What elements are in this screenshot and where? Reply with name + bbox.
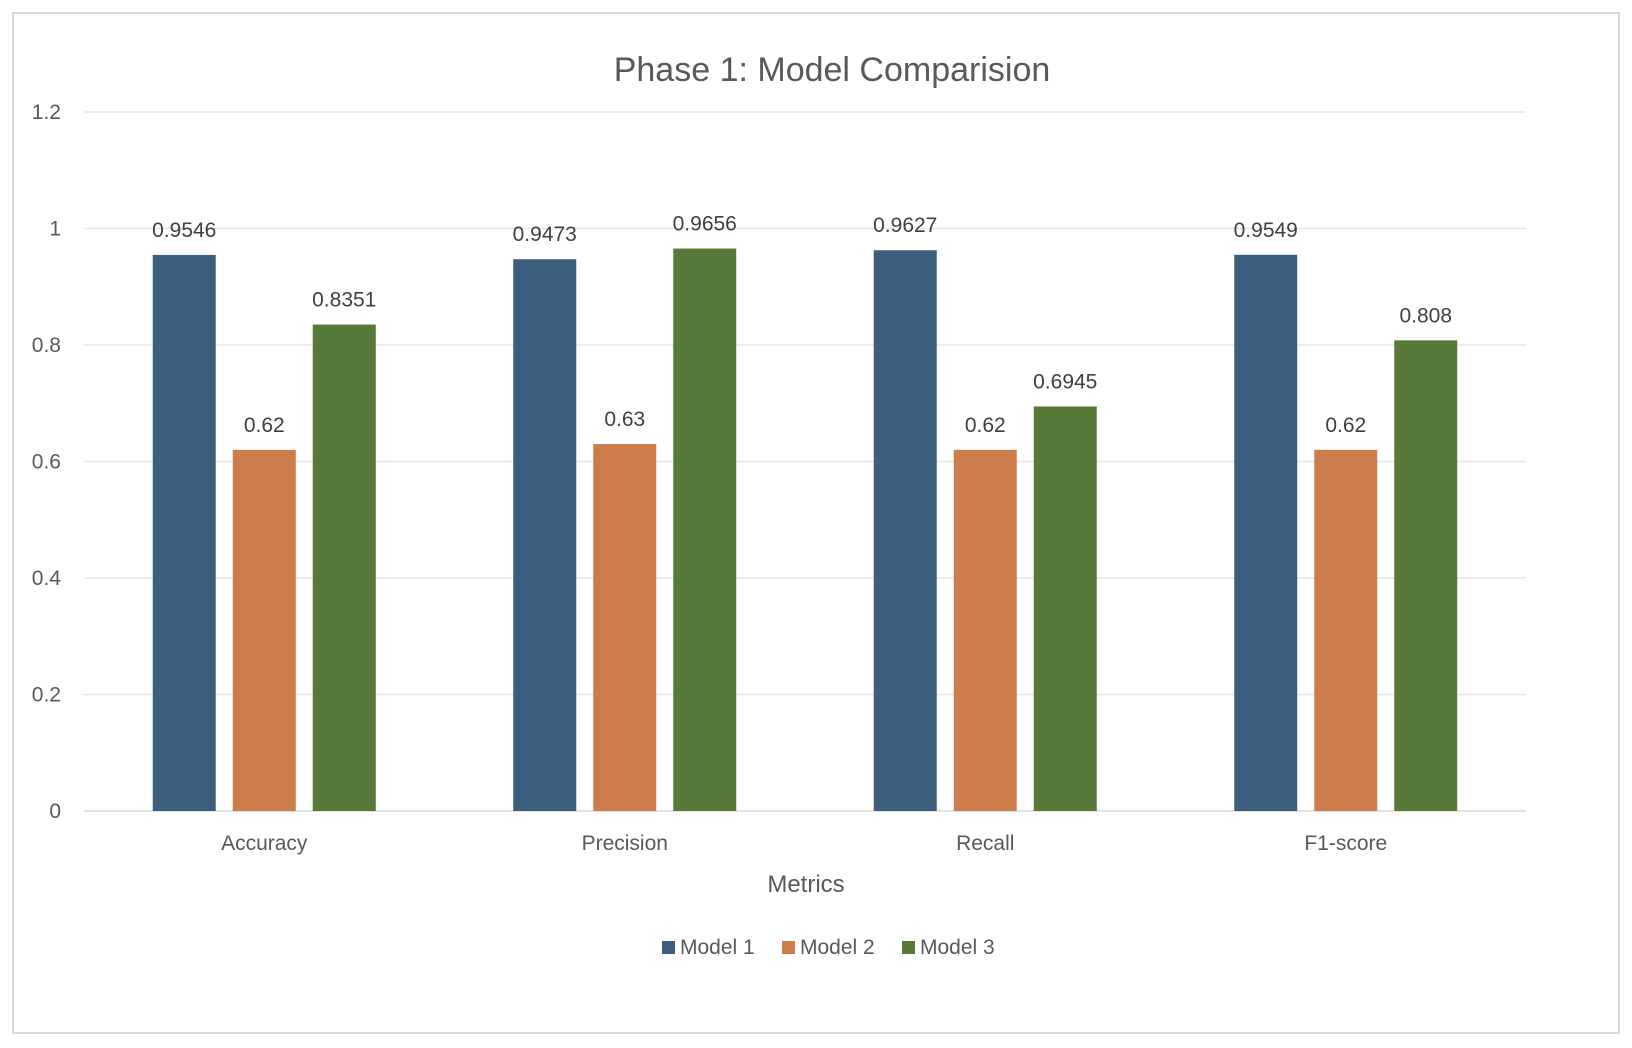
y-tick-label: 1 xyxy=(49,218,61,241)
data-label: 0.63 xyxy=(604,408,645,431)
legend-swatch xyxy=(782,941,795,954)
legend-label: Model 3 xyxy=(920,936,995,959)
bar-model-2-accuracy xyxy=(232,449,296,811)
data-labels: 0.9546 0.62 0.8351 0.9473 0.63 0.9656 0.9627 0.… xyxy=(152,213,1452,437)
bar-model-1-precision xyxy=(513,259,577,811)
bar-model-2-precision xyxy=(593,444,657,811)
y-tick-label: 0 xyxy=(49,800,61,823)
data-label: 0.9546 xyxy=(152,219,216,242)
x-category-label: Accuracy xyxy=(221,832,308,855)
data-label: 0.62 xyxy=(244,414,285,437)
bar-chart: Phase 1: Model Comparision 0 0.2 0.4 0.6 0.8… xyxy=(32,51,1526,959)
gridlines xyxy=(84,111,1526,812)
data-label: 0.9473 xyxy=(513,223,577,246)
bar-model-3-f1-score xyxy=(1394,340,1458,811)
bar-model-1-accuracy xyxy=(152,254,216,811)
data-label: 0.9656 xyxy=(673,213,737,236)
data-label: 0.8351 xyxy=(312,289,376,312)
y-tick-label: 0.2 xyxy=(32,684,61,707)
bar-model-2-f1-score xyxy=(1314,449,1378,811)
bar-model-1-f1-score xyxy=(1234,254,1298,811)
bar-model-3-precision xyxy=(673,248,737,812)
legend-label: Model 1 xyxy=(680,936,755,959)
data-label: 0.62 xyxy=(1325,414,1366,437)
x-category-label: Precision xyxy=(582,832,668,855)
y-tick-label: 0.6 xyxy=(32,451,61,474)
bar-model-3-accuracy xyxy=(312,324,376,811)
data-label: 0.9627 xyxy=(873,214,937,237)
x-category-label: Recall xyxy=(956,832,1014,855)
chart-frame: Phase 1: Model Comparision 0 0.2 0.4 0.6 0.8… xyxy=(12,12,1620,1034)
data-label: 0.62 xyxy=(965,414,1006,437)
legend: Model 1 Model 2 Model 3 xyxy=(662,936,995,959)
legend-swatch xyxy=(902,941,915,954)
chart-title: Phase 1: Model Comparision xyxy=(614,51,1051,89)
x-category-label: F1-score xyxy=(1304,832,1387,855)
data-label: 0.808 xyxy=(1399,304,1452,327)
bar-model-1-recall xyxy=(873,250,937,812)
bar-model-2-recall xyxy=(953,449,1017,811)
y-axis-ticks: 0 0.2 0.4 0.6 0.8 1 1.2 xyxy=(32,101,62,823)
x-axis-categories: Accuracy Precision Recall F1-score xyxy=(221,832,1387,855)
y-tick-label: 0.8 xyxy=(32,334,61,357)
y-tick-label: 0.4 xyxy=(32,567,62,590)
x-axis-title: Metrics xyxy=(767,871,844,898)
legend-swatch xyxy=(662,941,675,954)
legend-label: Model 2 xyxy=(800,936,875,959)
bars xyxy=(152,248,1458,812)
bar-model-3-recall xyxy=(1033,406,1097,811)
data-label: 0.6945 xyxy=(1033,370,1097,393)
data-label: 0.9549 xyxy=(1234,219,1298,242)
y-tick-label: 1.2 xyxy=(32,101,61,124)
